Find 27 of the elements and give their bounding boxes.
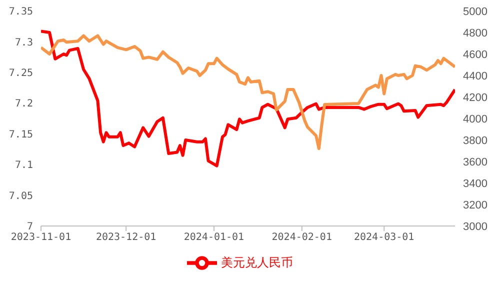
legend-label: 美元兑人民币 <box>221 255 293 270</box>
line-series <box>41 34 455 150</box>
y2-tick-label: 4200 <box>463 92 488 104</box>
x-tick-label: 2023-11-01 <box>10 232 72 244</box>
y2-tick-label: 3200 <box>463 199 488 212</box>
y2-tick-label: 4400 <box>463 70 488 82</box>
y-tick-label: 7.35 <box>8 6 33 18</box>
x-tick-label: 2023-12-01 <box>96 232 156 244</box>
y2-tick-label: 3800 <box>463 134 488 147</box>
line-series <box>41 30 455 168</box>
y2-tick-label: 4800 <box>463 27 488 40</box>
y-tick-label: 7.05 <box>8 190 33 202</box>
y-tick-label: 7.25 <box>8 68 33 79</box>
y-tick-label: 7.3 <box>14 37 33 48</box>
x-tick-label: 2024-03-01 <box>354 232 414 244</box>
y2-tick-label: 5000 <box>463 6 488 18</box>
x-tick-label: 2024-01-01 <box>184 232 244 244</box>
y2-tick-label: 4000 <box>463 113 488 126</box>
y2-tick-label: 4600 <box>463 48 488 61</box>
y2-tick-label: 3600 <box>463 156 488 168</box>
y-tick-label: 7 <box>26 222 33 233</box>
y-tick-label: 7.1 <box>14 160 33 172</box>
y2-tick-label: 3000 <box>463 220 488 233</box>
y2-tick-label: 3400 <box>463 178 488 190</box>
y-tick-label: 7.15 <box>8 129 33 140</box>
y-tick-label: 7.2 <box>14 98 33 110</box>
x-tick-label: 2024-02-01 <box>272 232 332 244</box>
